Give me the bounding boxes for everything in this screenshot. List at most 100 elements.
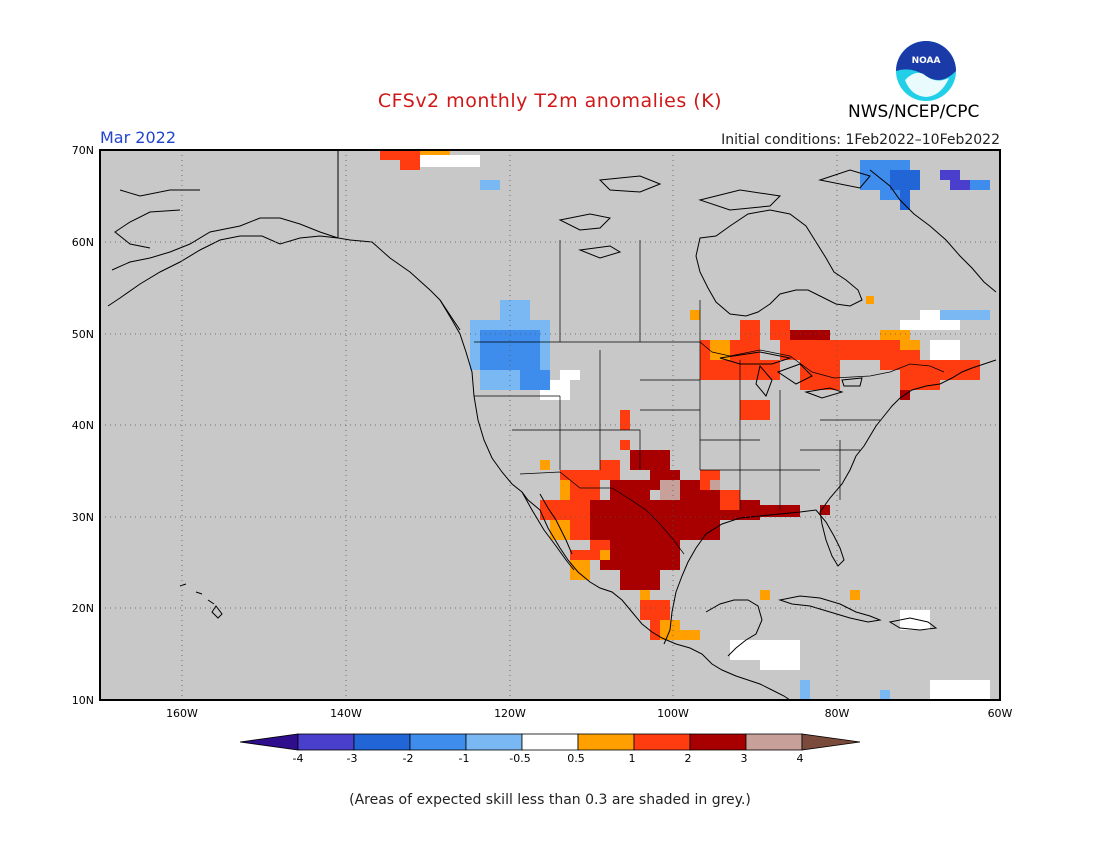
- anomaly-cell: [620, 410, 630, 430]
- anomaly-cell: [640, 590, 650, 600]
- anomaly-cell: [380, 150, 420, 160]
- anomaly-cell: [950, 180, 970, 190]
- colorbar-low-arrow: [239, 733, 299, 751]
- anomaly-cell: [760, 505, 800, 517]
- lat-label: 30N: [72, 511, 94, 524]
- canada-provinces: [559, 240, 701, 342]
- anomaly-cells: [380, 150, 990, 700]
- anomaly-cell: [600, 540, 680, 570]
- state-lines: [474, 342, 880, 510]
- anomaly-cell: [620, 440, 630, 450]
- anomaly-cell: [600, 460, 620, 480]
- colorbar-swatch: [521, 733, 579, 751]
- agency-label: NWS/NCEP/CPC: [848, 102, 980, 122]
- us-canada-border: [474, 341, 945, 379]
- anomaly-cell: [900, 190, 910, 210]
- colorbar-swatch: [409, 733, 467, 751]
- skill-footnote: (Areas of expected skill less than 0.3 a…: [349, 792, 751, 808]
- baja-coast: [521, 491, 575, 571]
- valid-month: Mar 2022: [100, 128, 176, 147]
- anomaly-cell: [500, 300, 530, 320]
- hudson-bay: [695, 209, 863, 317]
- lat-label: 20N: [72, 602, 94, 615]
- colorbar-label: 2: [685, 752, 692, 765]
- lat-label: 40N: [72, 419, 94, 432]
- anomaly-cell: [420, 155, 480, 167]
- west-coast: [439, 299, 791, 700]
- anomaly-cell: [520, 370, 550, 390]
- lon-label: 60W: [988, 707, 1013, 720]
- labrador-coast: [869, 169, 997, 293]
- anomaly-cell: [770, 320, 790, 340]
- anomaly-cell: [900, 360, 940, 390]
- anomaly-cell: [866, 296, 874, 304]
- anomaly-cell: [820, 505, 830, 515]
- colorbar-high-arrow: [801, 733, 861, 751]
- anomaly-cell: [570, 550, 590, 560]
- anomaly-cell: [740, 320, 760, 340]
- anomaly-cell: [740, 360, 780, 380]
- lat-label: 10N: [72, 694, 94, 707]
- anomaly-cell: [780, 340, 840, 360]
- political-borders: [474, 240, 945, 555]
- hawaii: [179, 583, 223, 619]
- colorbar-swatch: [633, 733, 691, 751]
- lon-label: 100W: [657, 707, 689, 720]
- anomaly-cell: [610, 480, 650, 500]
- anomaly-cell: [880, 690, 890, 700]
- colorbar-swatch: [577, 733, 635, 751]
- chart-title: CFSv2 monthly T2m anomalies (K): [377, 90, 723, 112]
- yucatan-coast: [705, 599, 763, 657]
- cuba: [778, 595, 882, 623]
- alaska-coast: [107, 150, 461, 331]
- colorbar-swatch: [465, 733, 523, 751]
- longitude-labels: 160W 140W 120W 100W 80W 60W: [166, 707, 1012, 720]
- anomaly-cell: [940, 170, 960, 180]
- lon-label: 140W: [330, 707, 362, 720]
- colorbar-label: -2: [403, 752, 414, 765]
- initial-conditions: Initial conditions: 1Feb2022–10Feb2022: [721, 132, 1000, 148]
- anomaly-cell: [570, 560, 590, 580]
- anomaly-cell: [620, 570, 660, 590]
- anomaly-cell: [930, 680, 990, 700]
- anomaly-cell: [940, 360, 980, 380]
- map-frame: [99, 149, 1001, 701]
- anomaly-cell: [710, 480, 720, 490]
- anomaly-cell: [630, 450, 670, 470]
- anomaly-cell: [560, 480, 570, 500]
- anomaly-cell: [640, 600, 670, 620]
- anomaly-cell: [480, 180, 500, 190]
- gulf-coast: [663, 359, 997, 645]
- lon-label: 120W: [494, 707, 526, 720]
- grid-lines: [100, 150, 1000, 700]
- anomaly-cell: [400, 160, 420, 170]
- lat-label: 70N: [72, 144, 94, 157]
- anomaly-cell: [890, 170, 920, 190]
- anomaly-cell: [900, 340, 920, 350]
- anomaly-cell: [800, 360, 840, 390]
- us-mexico-border: [519, 471, 685, 555]
- anomaly-cell: [550, 520, 570, 540]
- anomaly-cell: [850, 590, 860, 600]
- anomaly-cell: [720, 490, 740, 510]
- anomaly-cell: [760, 590, 770, 600]
- anomaly-cell: [740, 400, 770, 420]
- great-lakes: [719, 351, 863, 399]
- anomaly-cell: [660, 480, 680, 500]
- latitude-labels: 10N 20N 30N 40N 50N 60N 70N: [72, 144, 94, 707]
- colorbar-label: 4: [797, 752, 804, 765]
- anomaly-cell: [900, 320, 920, 330]
- lon-label: 160W: [166, 707, 198, 720]
- anomaly-cell: [900, 610, 930, 630]
- anomaly-cell: [760, 650, 800, 670]
- hispaniola: [888, 617, 938, 631]
- colorbar-swatch: [353, 733, 411, 751]
- anomaly-cell: [560, 370, 580, 380]
- anomaly-cell: [880, 330, 910, 340]
- anomaly-cell: [690, 310, 700, 320]
- colorbar-label: -1: [459, 752, 470, 765]
- anomaly-cell: [600, 550, 610, 560]
- svg-text:NOAA: NOAA: [912, 56, 941, 66]
- anomaly-cell: [960, 180, 990, 190]
- colorbar-label: -4: [293, 752, 304, 765]
